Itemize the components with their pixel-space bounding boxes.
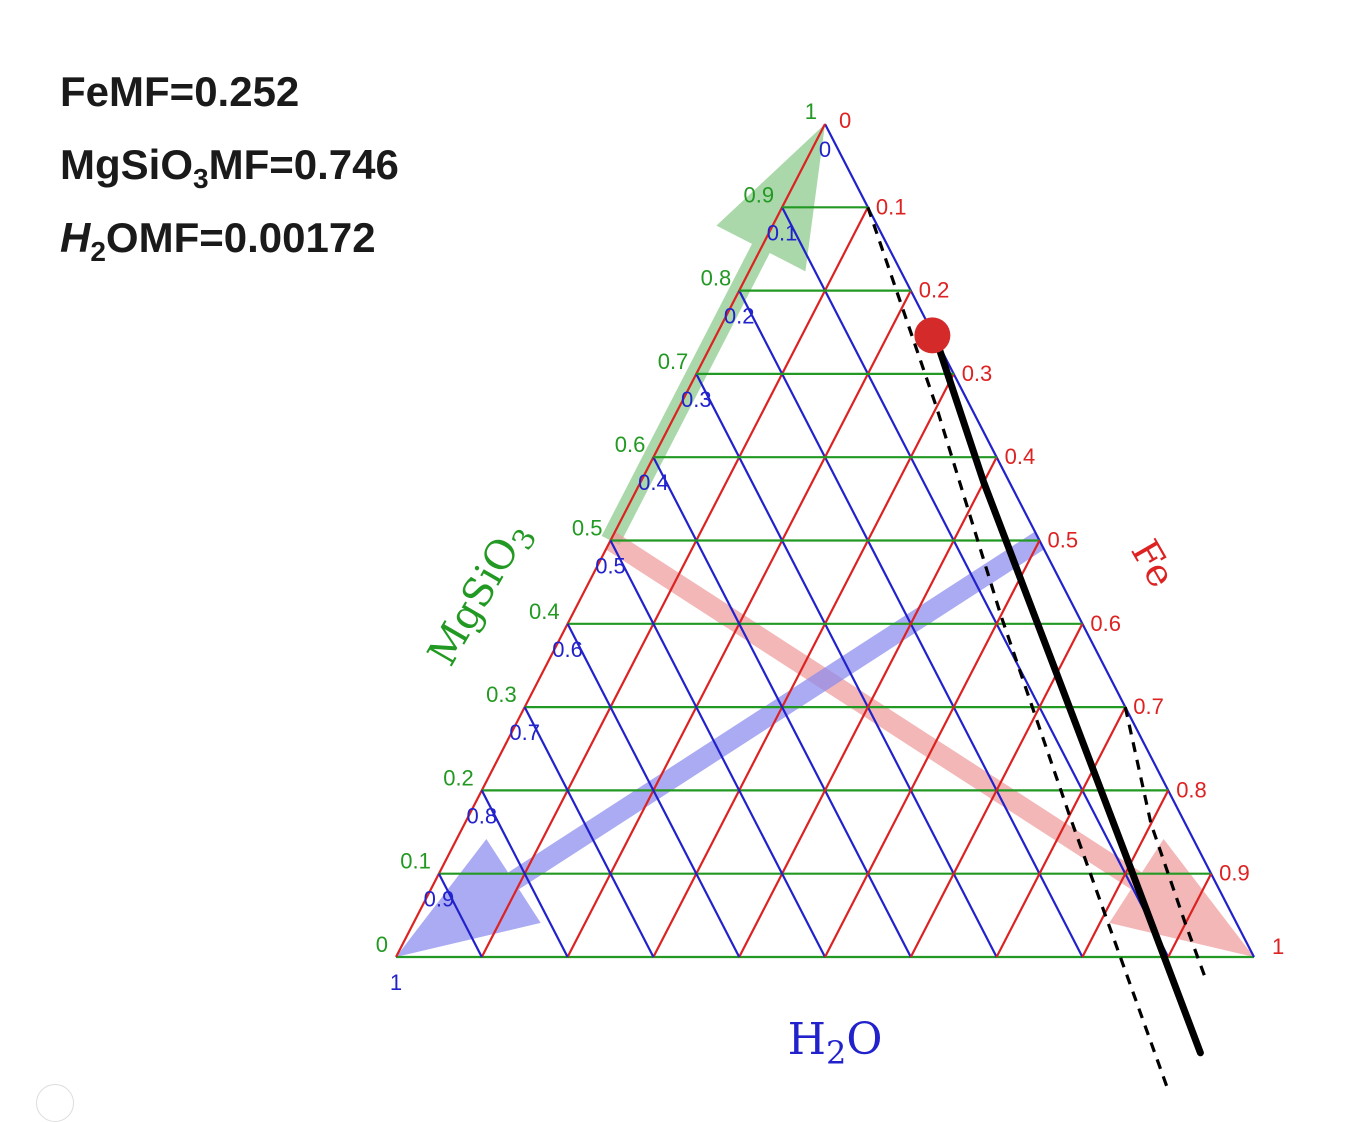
ternary-plot: 00.10.20.30.40.50.60.70.80.91 00.10.20.30…	[376, 99, 1285, 1091]
tick-label-mgsio3: 0.9	[744, 182, 775, 207]
axis-label-h2o-part: O	[846, 1014, 882, 1065]
tick-label-fe: 0.7	[1133, 694, 1164, 719]
tick-label-mgsio3: 0.3	[486, 682, 517, 707]
grid-line-fe	[824, 539, 1041, 958]
tick-label-mgsio3: 0.8	[701, 266, 732, 291]
h2o-mf-label-rest: OMF=	[105, 214, 224, 261]
tick-label-mgsio3: 0.2	[443, 765, 474, 790]
tick-label-h2o: 0.7	[509, 720, 540, 745]
tick-label-fe: 0.6	[1090, 611, 1121, 636]
grid-line-h2o	[480, 789, 569, 958]
dashed-boundary-curve-2	[1123, 706, 1209, 983]
grid-line-fe	[1167, 873, 1213, 958]
corner-circle-decoration	[36, 1084, 74, 1122]
axis-label-mgsio3: MgSiO3	[419, 514, 543, 677]
tick-label-mgsio3: 1	[805, 99, 817, 124]
axis-label-h2o-part: H	[788, 1014, 826, 1065]
grid-line-h2o	[566, 623, 741, 958]
point-layer	[914, 317, 951, 354]
arrow-layer	[396, 124, 1254, 957]
fe-mf-value: 0.252	[194, 68, 300, 115]
grid-layer	[395, 123, 1255, 959]
tick-layer: 00.10.20.30.40.50.60.70.80.91 00.10.20.30…	[376, 99, 1285, 995]
axis-label-h2o: H2O	[788, 1014, 883, 1072]
tick-label-mgsio3: 0.6	[615, 432, 646, 457]
composition-readout: FeMF=0.252 MgSiO3MF=0.746 H2OMF=0.00172	[60, 66, 399, 285]
tick-label-fe: 0.3	[962, 361, 993, 386]
axis-label-mgsio3-part: MgSiO	[419, 530, 529, 674]
mgsio3-mf-label-main: MgSiO	[60, 141, 193, 188]
tick-label-mgsio3: 0.5	[572, 516, 603, 541]
tick-label-fe: 0.4	[1005, 444, 1036, 469]
grid-line-h2o	[609, 539, 826, 958]
mgsio3-mass-fraction: MgSiO3MF=0.746	[60, 139, 399, 212]
tick-label-h2o: 0.5	[595, 554, 626, 579]
grid-line-fe	[652, 373, 955, 958]
fe-mf-label: FeMF=	[60, 68, 195, 115]
grid-line-fe	[480, 206, 869, 958]
tick-label-fe: 0.9	[1219, 861, 1250, 886]
tick-label-h2o: 0.9	[424, 887, 455, 912]
mgsio3-mf-value: 0.746	[293, 141, 399, 188]
h2o-mf-label-h: H	[60, 214, 91, 261]
grid-line-fe	[995, 706, 1127, 958]
tick-label-h2o: 0	[819, 137, 831, 162]
tick-label-h2o: 0.2	[724, 304, 755, 329]
composition-point	[914, 317, 951, 354]
direction-arrow-fe	[605, 532, 1254, 957]
mgsio3-mf-label-sub: 3	[193, 163, 209, 194]
h2o-mf-value: 0.00172	[223, 214, 376, 261]
tick-label-h2o: 0.3	[681, 387, 712, 412]
h2o-mf-label-sub: 2	[90, 236, 106, 267]
axis-label-h2o-part: 2	[826, 1034, 846, 1072]
tick-label-h2o: 1	[390, 970, 402, 995]
grid-line-h2o	[695, 373, 998, 958]
dashed-boundary-curve-1	[866, 206, 1170, 1091]
grid-line-h2o	[523, 706, 655, 958]
solid-boundary-curve	[933, 337, 1204, 1057]
tick-label-fe: 0.2	[919, 278, 950, 303]
fe-mass-fraction: FeMF=0.252	[60, 66, 399, 139]
h2o-mass-fraction: H2OMF=0.00172	[60, 212, 399, 285]
tick-label-mgsio3: 0.4	[529, 599, 560, 624]
tick-label-h2o: 0.1	[767, 220, 798, 245]
tick-label-fe: 1	[1272, 934, 1284, 959]
direction-arrow-mgsio3	[601, 124, 825, 546]
mgsio3-mf-label-rest: MF=	[208, 141, 294, 188]
axis-label-fe: Fe	[1123, 532, 1184, 595]
axis-label-fe-part: Fe	[1123, 532, 1184, 595]
tick-label-fe: 0	[839, 108, 851, 133]
tick-label-h2o: 0.8	[467, 803, 498, 828]
tick-label-fe: 0.1	[876, 194, 907, 219]
grid-line-fe	[909, 623, 1084, 958]
tick-label-fe: 0.5	[1048, 528, 1079, 553]
tick-label-mgsio3: 0.7	[658, 349, 689, 374]
grid-line-h2o	[437, 873, 483, 958]
tick-label-mgsio3: 0	[376, 932, 388, 957]
direction-arrow-h2o	[396, 532, 1045, 957]
grid-line-h2o	[781, 206, 1170, 958]
curve-layer	[866, 206, 1209, 1091]
grid-line-fe	[1081, 789, 1170, 958]
tick-label-h2o: 0.6	[552, 637, 583, 662]
tick-label-fe: 0.8	[1176, 777, 1207, 802]
tick-label-mgsio3: 0.1	[400, 849, 431, 874]
tick-label-h2o: 0.4	[638, 470, 669, 495]
